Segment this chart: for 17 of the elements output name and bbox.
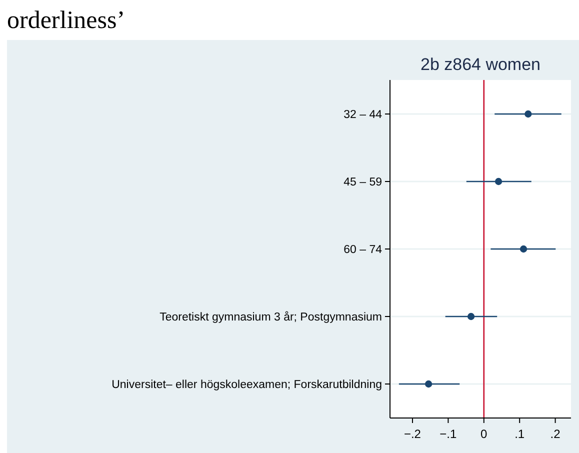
x-tick-label: .1 xyxy=(514,427,525,441)
chart-title: 2b z864 women xyxy=(420,55,541,74)
x-tick-label: 0 xyxy=(480,427,488,441)
y-tick-label: Teoretiskt gymnasium 3 år; Postgymnasium xyxy=(160,310,382,324)
text: orderliness’ xyxy=(7,7,126,34)
x-tick-label: −.2 xyxy=(404,427,422,441)
point xyxy=(424,380,432,388)
y-tick-label: 45 – 59 xyxy=(344,176,382,188)
y-tick-label: Universitet– eller högskoleexamen; Forskarutbildning xyxy=(112,379,382,391)
point xyxy=(520,245,528,253)
point xyxy=(524,110,532,118)
point xyxy=(494,178,502,186)
point xyxy=(467,312,475,320)
y-tick-label: 32 – 44 xyxy=(344,109,383,121)
x-tick-label: −.1 xyxy=(440,427,458,441)
x-tick-label: .2 xyxy=(550,427,561,441)
y-tick-label: 60 – 74 xyxy=(344,244,383,256)
